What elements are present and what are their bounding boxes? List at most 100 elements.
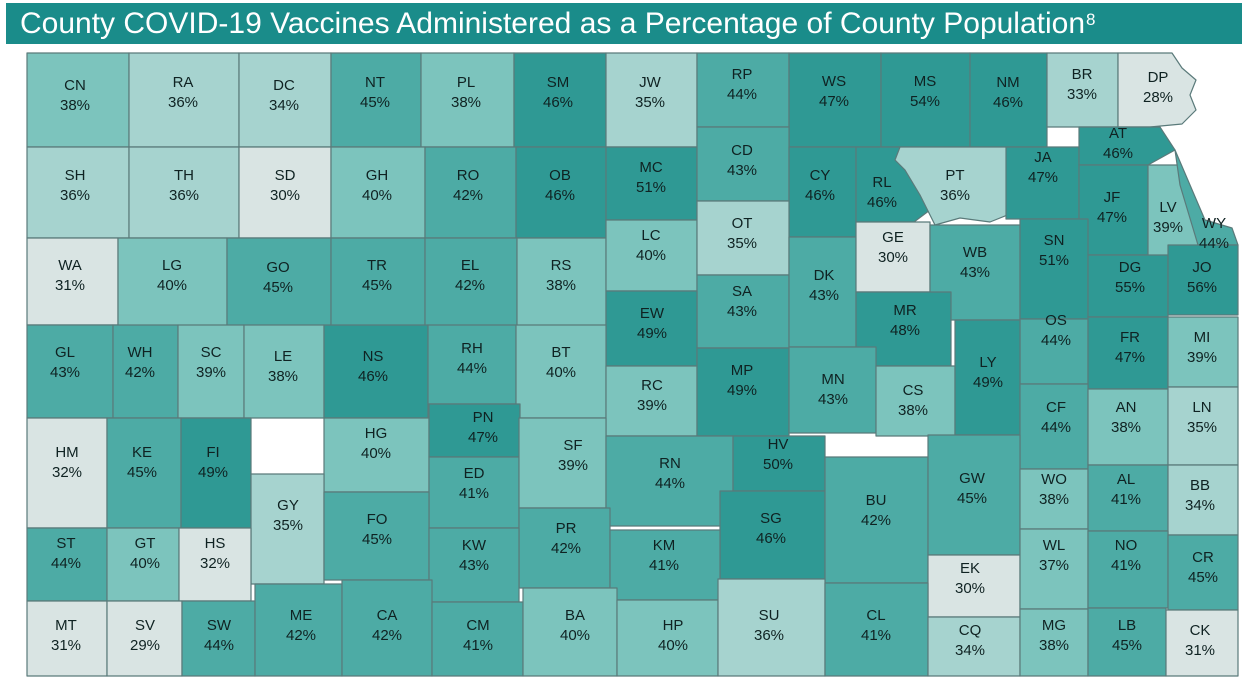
county-code-cd: CD xyxy=(731,142,753,159)
county-rc xyxy=(605,365,698,437)
county-percent-gh: 40% xyxy=(362,187,392,204)
county-percent-bt: 40% xyxy=(546,364,576,381)
county-code-ln: LN xyxy=(1192,399,1211,416)
county-code-lb: LB xyxy=(1118,617,1136,634)
county-percent-pn: 47% xyxy=(468,429,498,446)
county-percent-ke: 45% xyxy=(127,464,157,481)
county-code-gl: GL xyxy=(55,344,75,361)
county-code-dp: DP xyxy=(1148,69,1169,86)
county-code-ck: CK xyxy=(1190,622,1211,639)
county-percent-br: 33% xyxy=(1067,86,1097,103)
county-sf xyxy=(518,417,607,509)
county-percent-lc: 40% xyxy=(636,247,666,264)
county-percent-tr: 45% xyxy=(362,277,392,294)
county-percent-cl: 41% xyxy=(861,627,891,644)
county-bb xyxy=(1167,464,1239,536)
county-mg xyxy=(1019,608,1089,677)
county-code-sm: SM xyxy=(547,74,570,91)
county-percent-rh: 44% xyxy=(457,360,487,377)
county-percent-cy: 46% xyxy=(805,187,835,204)
county-percent-wy: 44% xyxy=(1199,235,1229,252)
county-percent-hp: 40% xyxy=(658,637,688,654)
county-percent-ed: 41% xyxy=(459,485,489,502)
county-percent-me: 42% xyxy=(286,627,316,644)
county-ke xyxy=(106,417,182,529)
county-mc xyxy=(605,146,698,221)
county-code-sg: SG xyxy=(760,510,782,527)
county-ew xyxy=(605,290,698,367)
county-percent-dc: 34% xyxy=(269,97,299,114)
county-ed xyxy=(428,456,520,529)
county-code-sd: SD xyxy=(275,167,296,184)
county-nm xyxy=(969,52,1048,148)
county-percent-pr: 42% xyxy=(551,540,581,557)
county-percent-sn: 51% xyxy=(1039,252,1069,269)
county-code-sv: SV xyxy=(135,617,155,634)
county-percent-cd: 43% xyxy=(727,162,757,179)
county-code-lv: LV xyxy=(1159,199,1176,216)
county-percent-sw: 44% xyxy=(204,637,234,654)
county-cn xyxy=(26,52,130,148)
county-percent-jw: 35% xyxy=(635,94,665,111)
county-code-ro: RO xyxy=(457,167,480,184)
county-sg xyxy=(719,490,826,580)
county-cf xyxy=(1019,383,1089,470)
county-ly xyxy=(954,319,1021,436)
county-code-ws: WS xyxy=(822,73,846,90)
county-code-sh: SH xyxy=(65,167,86,184)
county-code-wo: WO xyxy=(1041,471,1067,488)
county-code-mp: MP xyxy=(731,362,754,379)
county-percent-ek: 30% xyxy=(955,580,985,597)
county-code-jo: JO xyxy=(1192,259,1211,276)
county-code-lg: LG xyxy=(162,257,182,274)
county-code-gy: GY xyxy=(277,497,299,514)
county-sv xyxy=(106,600,183,677)
county-ns xyxy=(323,324,429,419)
county-wo xyxy=(1019,468,1089,530)
county-percent-rn: 44% xyxy=(655,475,685,492)
county-code-cy: CY xyxy=(810,167,831,184)
county-code-wh: WH xyxy=(128,344,153,361)
county-percent-sg: 46% xyxy=(756,530,786,547)
county-code-pl: PL xyxy=(457,74,475,91)
county-code-rp: RP xyxy=(732,66,753,83)
county-gt xyxy=(106,527,180,602)
county-percent-ly: 49% xyxy=(973,374,1003,391)
county-code-tr: TR xyxy=(367,257,387,274)
county-code-su: SU xyxy=(759,607,780,624)
county-hg xyxy=(323,417,430,493)
county-code-el: EL xyxy=(461,257,479,274)
county-percent-sm: 46% xyxy=(543,94,573,111)
county-percent-cr: 45% xyxy=(1188,569,1218,586)
county-code-mg: MG xyxy=(1042,617,1066,634)
county-code-cm: CM xyxy=(466,617,489,634)
county-code-ja: JA xyxy=(1034,149,1052,166)
county-percent-hs: 32% xyxy=(200,555,230,572)
county-code-bb: BB xyxy=(1190,477,1210,494)
county-code-fr: FR xyxy=(1120,329,1140,346)
county-code-pn: PN xyxy=(473,409,494,426)
county-bu xyxy=(824,456,929,584)
county-code-go: GO xyxy=(266,259,289,276)
county-code-wa: WA xyxy=(58,257,82,274)
county-percent-mp: 49% xyxy=(727,382,757,399)
county-code-th: TH xyxy=(174,167,194,184)
county-percent-cn: 38% xyxy=(60,97,90,114)
county-hp xyxy=(616,599,719,677)
county-code-rh: RH xyxy=(461,340,483,357)
county-cr xyxy=(1167,534,1239,611)
county-percent-th: 36% xyxy=(169,187,199,204)
county-ot xyxy=(696,200,790,276)
county-dk xyxy=(788,236,857,348)
county-percent-kw: 43% xyxy=(459,557,489,574)
county-percent-el: 42% xyxy=(455,277,485,294)
county-code-st: ST xyxy=(56,535,75,552)
county-percent-wb: 43% xyxy=(960,264,990,281)
county-ln xyxy=(1167,386,1239,466)
county-code-hp: HP xyxy=(663,617,684,634)
county-percent-an: 38% xyxy=(1111,419,1141,436)
county-percent-ws: 47% xyxy=(819,93,849,110)
county-percent-hv: 50% xyxy=(763,456,793,473)
county-code-ca: CA xyxy=(377,607,398,624)
county-at xyxy=(1078,126,1176,166)
